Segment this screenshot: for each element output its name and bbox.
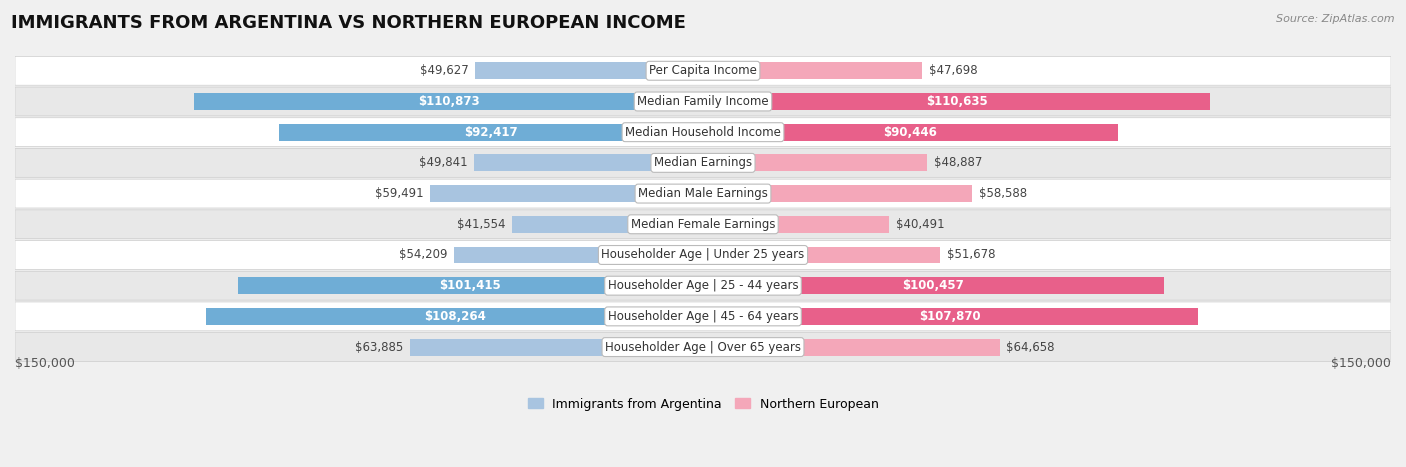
Text: Median Male Earnings: Median Male Earnings	[638, 187, 768, 200]
Bar	[703, 155, 927, 171]
FancyBboxPatch shape	[15, 179, 1391, 208]
Bar	[475, 62, 703, 79]
Text: $108,264: $108,264	[423, 310, 485, 323]
FancyBboxPatch shape	[15, 302, 1391, 331]
Text: $107,870: $107,870	[920, 310, 981, 323]
Text: Median Female Earnings: Median Female Earnings	[631, 218, 775, 231]
FancyBboxPatch shape	[15, 210, 1391, 239]
FancyBboxPatch shape	[15, 149, 1391, 177]
Text: Median Household Income: Median Household Income	[626, 126, 780, 139]
Bar	[411, 339, 703, 355]
Bar	[194, 93, 703, 110]
Text: Householder Age | 45 - 64 years: Householder Age | 45 - 64 years	[607, 310, 799, 323]
Text: $41,554: $41,554	[457, 218, 506, 231]
Text: $59,491: $59,491	[374, 187, 423, 200]
Bar	[474, 155, 703, 171]
Text: $150,000: $150,000	[15, 357, 75, 370]
Text: Householder Age | 25 - 44 years: Householder Age | 25 - 44 years	[607, 279, 799, 292]
Text: $90,446: $90,446	[883, 126, 938, 139]
FancyBboxPatch shape	[15, 333, 1391, 361]
Text: $54,209: $54,209	[399, 248, 447, 262]
Legend: Immigrants from Argentina, Northern European: Immigrants from Argentina, Northern Euro…	[523, 393, 883, 416]
Bar	[703, 62, 922, 79]
Text: $101,415: $101,415	[440, 279, 502, 292]
Bar	[703, 124, 1118, 141]
Text: Householder Age | Over 65 years: Householder Age | Over 65 years	[605, 340, 801, 354]
Bar	[512, 216, 703, 233]
Text: $40,491: $40,491	[896, 218, 945, 231]
FancyBboxPatch shape	[15, 87, 1391, 116]
Text: $49,841: $49,841	[419, 156, 468, 170]
Text: $150,000: $150,000	[1331, 357, 1391, 370]
Bar	[238, 277, 703, 294]
Text: $58,588: $58,588	[979, 187, 1026, 200]
Text: $64,658: $64,658	[1007, 340, 1054, 354]
Bar	[703, 93, 1211, 110]
Bar	[703, 339, 1000, 355]
FancyBboxPatch shape	[15, 118, 1391, 147]
Text: Source: ZipAtlas.com: Source: ZipAtlas.com	[1277, 14, 1395, 24]
FancyBboxPatch shape	[15, 241, 1391, 269]
Bar	[703, 308, 1198, 325]
FancyBboxPatch shape	[15, 271, 1391, 300]
Text: Median Family Income: Median Family Income	[637, 95, 769, 108]
Text: $48,887: $48,887	[934, 156, 983, 170]
Text: Per Capita Income: Per Capita Income	[650, 64, 756, 77]
Text: $63,885: $63,885	[354, 340, 404, 354]
Text: $100,457: $100,457	[903, 279, 965, 292]
Bar	[703, 216, 889, 233]
Text: $110,873: $110,873	[418, 95, 479, 108]
Bar	[703, 247, 941, 263]
Bar	[280, 124, 703, 141]
Text: Median Earnings: Median Earnings	[654, 156, 752, 170]
FancyBboxPatch shape	[15, 57, 1391, 85]
Text: $49,627: $49,627	[420, 64, 468, 77]
Text: $51,678: $51,678	[946, 248, 995, 262]
Text: $92,417: $92,417	[464, 126, 517, 139]
Text: $110,635: $110,635	[925, 95, 987, 108]
Bar	[430, 185, 703, 202]
Text: IMMIGRANTS FROM ARGENTINA VS NORTHERN EUROPEAN INCOME: IMMIGRANTS FROM ARGENTINA VS NORTHERN EU…	[11, 14, 686, 32]
Bar	[703, 277, 1164, 294]
Text: $47,698: $47,698	[928, 64, 977, 77]
Bar	[207, 308, 703, 325]
Bar	[703, 185, 972, 202]
Text: Householder Age | Under 25 years: Householder Age | Under 25 years	[602, 248, 804, 262]
Bar	[454, 247, 703, 263]
